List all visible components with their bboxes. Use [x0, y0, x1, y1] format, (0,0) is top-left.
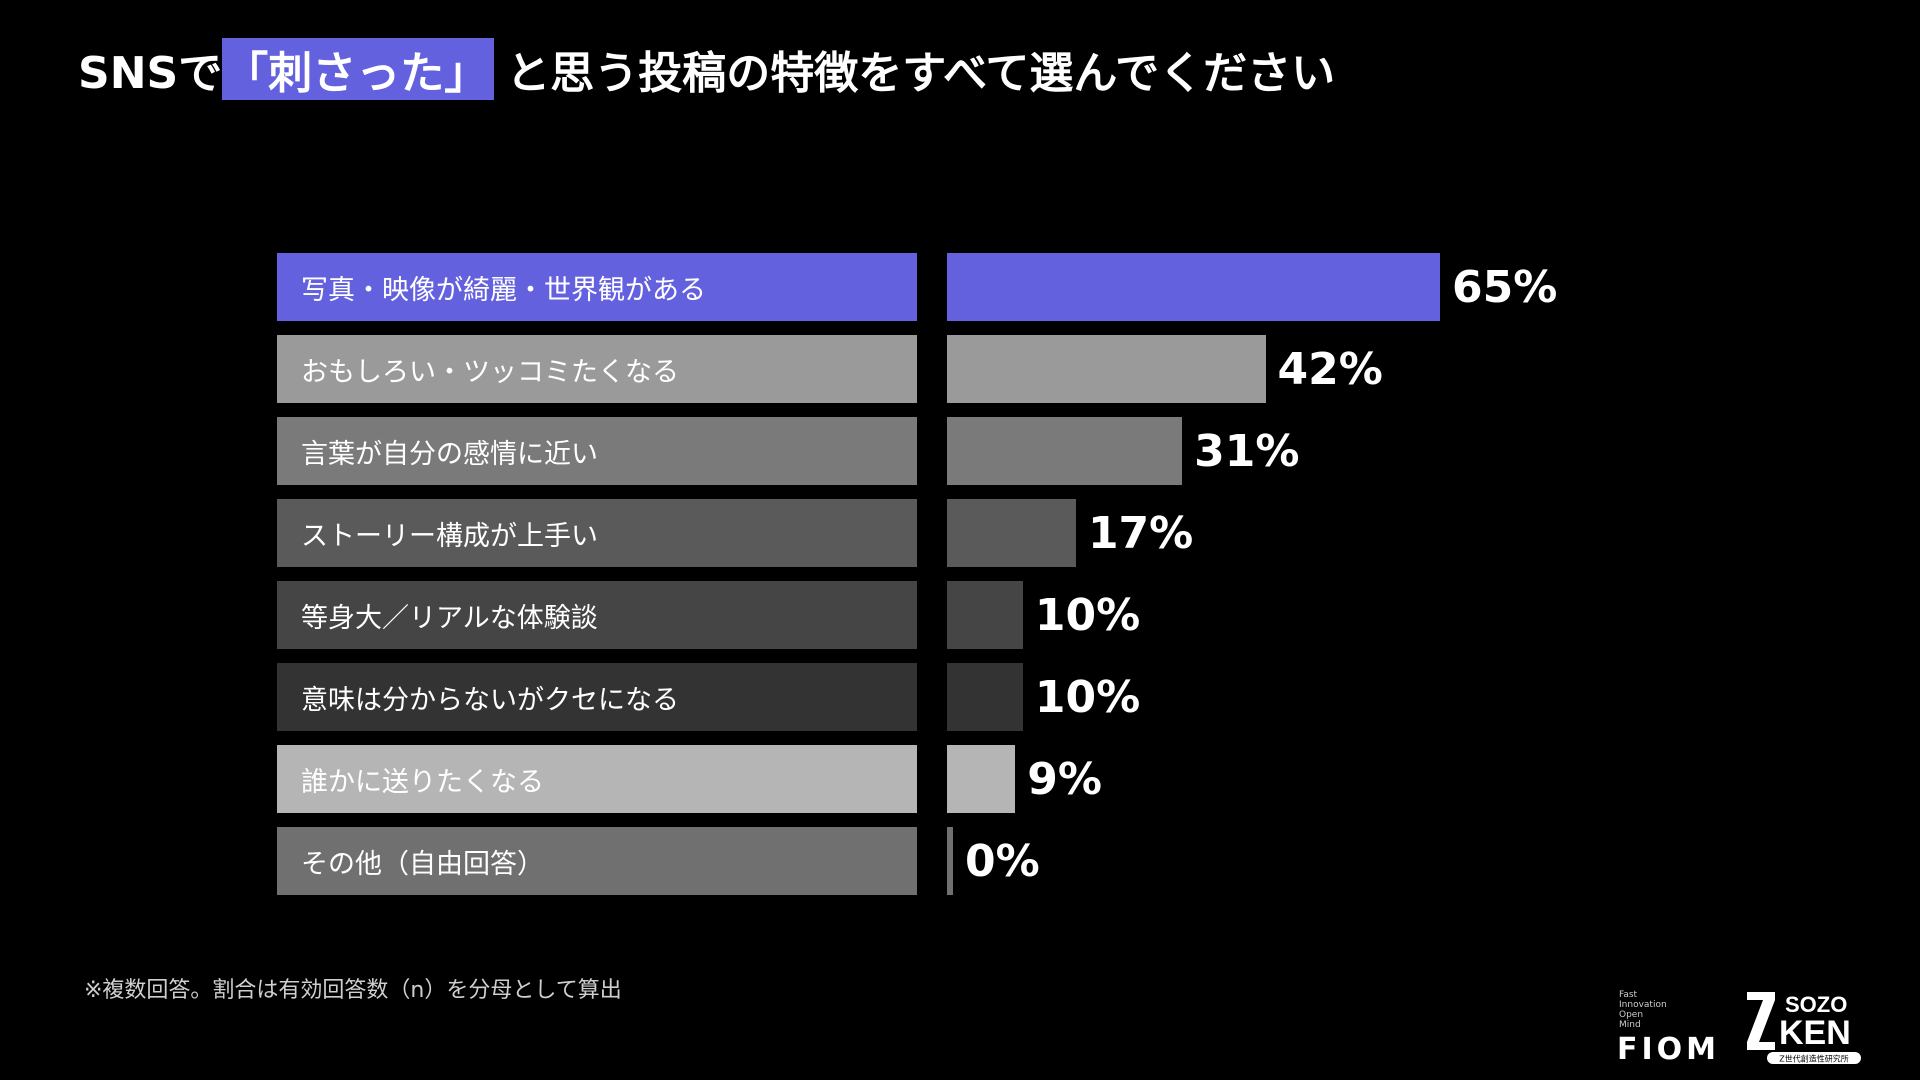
category-label: 誰かに送りたくなる [277, 745, 917, 813]
value-label: 10% [1034, 671, 1141, 723]
sozo-sub-text: Z世代創造性研究所 [1779, 1054, 1848, 1064]
bar [947, 499, 1076, 567]
category-label: その他（自由回答） [277, 827, 917, 895]
fiom-tagline-line: Fast [1619, 990, 1638, 1000]
bar [947, 253, 1440, 321]
bar [947, 417, 1183, 485]
category-label: ストーリー構成が上手い [277, 499, 917, 567]
sozo-text: SOZO [1785, 992, 1847, 1017]
chart-row: 言葉が自分の感情に近い 31% [0, 417, 1920, 485]
value-label: 10% [1034, 589, 1141, 641]
value-label: 9% [1027, 753, 1102, 805]
page-title: SNSで 「刺さった」 と思う投稿の特徴をすべて選んでください [78, 36, 1335, 102]
sozo-ken-logo: SOZO KEN Z世代創造性研究所 [1747, 992, 1861, 1064]
category-label: おもしろい・ツッコミたくなる [277, 335, 917, 403]
ken-text: KEN [1779, 1014, 1851, 1052]
fiom-tagline-line: Innovation [1619, 1000, 1667, 1010]
fiom-tagline-line: Mind [1619, 1020, 1641, 1030]
bar [947, 745, 1016, 813]
chart-row: ストーリー構成が上手い 17% [0, 499, 1920, 567]
value-label: 17% [1087, 507, 1194, 559]
fiom-logo: Fast Innovation Open Mind FIOM [1617, 990, 1727, 1067]
title-highlight: 「刺さった」 [222, 38, 495, 100]
value-label: 42% [1277, 343, 1383, 395]
category-label: 等身大／リアルな体験談 [277, 581, 917, 649]
value-label: 65% [1452, 261, 1558, 313]
chart-row: 誰かに送りたくなる 9% [0, 745, 1920, 813]
fiom-tagline-line: Open [1619, 1010, 1644, 1020]
category-label: 意味は分からないがクセになる [277, 663, 917, 731]
value-label: 0% [965, 835, 1040, 887]
chart-row: おもしろい・ツッコミたくなる 42% [0, 335, 1920, 403]
bar [947, 335, 1266, 403]
chart-row: 等身大／リアルな体験談 10% [0, 581, 1920, 649]
bar [947, 663, 1023, 731]
category-label: 写真・映像が綺麗・世界観がある [277, 253, 917, 321]
chart-row: 写真・映像が綺麗・世界観がある 65% [0, 253, 1920, 321]
chart-row: その他（自由回答） 0% [0, 827, 1920, 895]
bar [947, 827, 953, 895]
value-label: 31% [1194, 425, 1300, 477]
footnote: ※複数回答。割合は有効回答数（n）を分母として算出 [84, 978, 622, 1003]
sozo-z-mark [1747, 992, 1775, 1050]
fiom-wordmark: FIOM [1617, 1032, 1721, 1067]
sozo-sub-badge [1767, 1052, 1861, 1064]
title-prefix: SNSで [78, 48, 223, 99]
title-suffix: と思う投稿の特徴をすべて選んでください [506, 48, 1336, 99]
bar [947, 581, 1023, 649]
chart-row: 意味は分からないがクセになる 10% [0, 663, 1920, 731]
fiom-tagline: Fast Innovation Open Mind [1619, 990, 1667, 1030]
category-label: 言葉が自分の感情に近い [277, 417, 917, 485]
